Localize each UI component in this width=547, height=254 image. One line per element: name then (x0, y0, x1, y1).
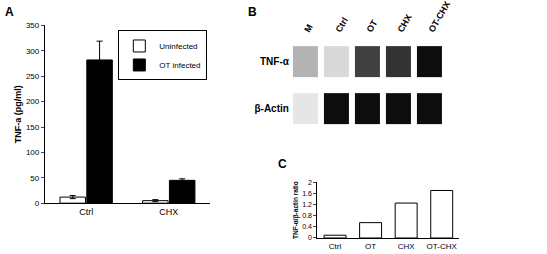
svg-text:100: 100 (26, 148, 40, 157)
svg-text:200: 200 (26, 97, 40, 106)
svg-text:350: 350 (26, 21, 40, 30)
svg-text:0.8: 0.8 (302, 212, 312, 219)
svg-text:TNF-a (pg/ml): TNF-a (pg/ml) (13, 85, 23, 143)
svg-text:B: B (248, 5, 257, 19)
svg-text:OT infected: OT infected (159, 61, 200, 70)
svg-text:250: 250 (26, 72, 40, 81)
svg-text:1.2: 1.2 (302, 201, 312, 208)
svg-text:OT-CHX: OT-CHX (427, 0, 453, 34)
svg-text:Ctrl: Ctrl (333, 16, 349, 34)
svg-text:A: A (5, 5, 14, 19)
svg-text:C: C (278, 157, 287, 171)
svg-text:0.4: 0.4 (302, 223, 312, 230)
svg-text:50: 50 (30, 174, 39, 183)
svg-text:OT: OT (365, 18, 380, 34)
svg-text:OT: OT (365, 242, 376, 251)
svg-text:TNF-α: TNF-α (260, 56, 290, 67)
svg-text:1.6: 1.6 (302, 190, 312, 197)
svg-text:Ctrl: Ctrl (79, 207, 93, 217)
svg-text:0: 0 (308, 234, 312, 241)
svg-text:CHX: CHX (398, 242, 416, 251)
svg-text:150: 150 (26, 123, 40, 132)
svg-text:CHX: CHX (159, 207, 178, 217)
svg-text:Uninfected: Uninfected (159, 42, 197, 51)
svg-text:TNF-α/β-actin ratio: TNF-α/β-actin ratio (292, 181, 300, 239)
svg-text:2: 2 (308, 179, 312, 186)
svg-text:300: 300 (26, 47, 40, 56)
svg-text:CHX: CHX (396, 13, 414, 34)
svg-text:M: M (302, 23, 314, 34)
svg-text:Ctrl: Ctrl (329, 242, 342, 251)
svg-text:β-Actin: β-Actin (254, 103, 288, 114)
svg-text:0: 0 (35, 199, 40, 208)
svg-text:OT-CHX: OT-CHX (427, 242, 458, 251)
